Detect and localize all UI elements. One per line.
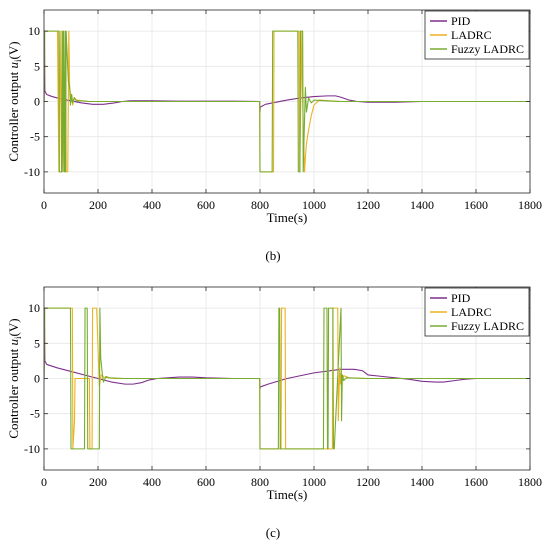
x-tick-label: 1400 bbox=[410, 475, 434, 489]
legend-label: Fuzzy LADRC bbox=[451, 319, 524, 333]
x-tick-label: 600 bbox=[197, 475, 215, 489]
x-tick-label: 0 bbox=[41, 198, 47, 212]
x-tick-label: 800 bbox=[251, 198, 269, 212]
y-axis-label-text: Controller output bbox=[6, 345, 21, 438]
y-axis-label-unit: (V) bbox=[6, 318, 21, 336]
y-tick-label: -10 bbox=[24, 442, 40, 456]
x-tick-label: 600 bbox=[197, 198, 215, 212]
x-tick-label: 800 bbox=[251, 475, 269, 489]
chart-c: 0 200 400 600 800 1000 1200 1400 1600 1800 10 5 0 -5 -… bbox=[6, 286, 542, 540]
y-tick-label: -5 bbox=[30, 130, 40, 144]
legend-label: LADRC bbox=[451, 305, 492, 319]
legend-label: LADRC bbox=[451, 28, 492, 42]
y-tick-label: -5 bbox=[30, 407, 40, 421]
figure-caption: (b) bbox=[265, 248, 280, 263]
x-tick-label: 0 bbox=[41, 475, 47, 489]
y-axis-label: Controller output ui(V) bbox=[6, 318, 23, 438]
legend-label: PID bbox=[451, 291, 471, 305]
y-tick-label: 10 bbox=[28, 24, 40, 38]
figure-caption: (c) bbox=[266, 525, 280, 540]
series-line-fuzzy-ladrc bbox=[44, 307, 530, 450]
x-tick-label: 1200 bbox=[356, 475, 380, 489]
y-axis-label: Controller output ui(V) bbox=[6, 41, 23, 161]
legend-label: PID bbox=[451, 14, 471, 28]
y-axis-label-sub: i bbox=[13, 59, 23, 62]
x-tick-label: 200 bbox=[89, 475, 107, 489]
y-axis-label-unit: (V) bbox=[6, 41, 21, 59]
x-tick-label: 200 bbox=[89, 198, 107, 212]
y-tick-label: 10 bbox=[28, 301, 40, 315]
y-tick-label: 0 bbox=[34, 95, 40, 109]
x-tick-label: 1600 bbox=[464, 475, 488, 489]
y-tick-label: 5 bbox=[34, 59, 40, 73]
x-tick-label: 1600 bbox=[464, 198, 488, 212]
x-tick-label: 1400 bbox=[410, 198, 434, 212]
chart-b: 0 200 400 600 800 1000 1200 1400 1600 1800 10 5 0 -5 -… bbox=[6, 9, 542, 263]
y-axis-label-var: u bbox=[6, 61, 21, 68]
legend-label: Fuzzy LADRC bbox=[451, 42, 524, 56]
x-tick-label: 1200 bbox=[356, 198, 380, 212]
y-axis-label-var: u bbox=[6, 338, 21, 345]
x-tick-label: 1800 bbox=[518, 475, 542, 489]
x-axis-label: Time(s) bbox=[267, 210, 308, 225]
y-tick-label: -10 bbox=[24, 165, 40, 179]
y-axis-label-text: Controller output bbox=[6, 68, 21, 161]
x-tick-label: 1000 bbox=[302, 198, 326, 212]
x-tick-label: 400 bbox=[143, 198, 161, 212]
x-axis-label: Time(s) bbox=[267, 487, 308, 502]
y-tick-label: 5 bbox=[34, 336, 40, 350]
x-tick-label: 1800 bbox=[518, 198, 542, 212]
y-tick-label: 0 bbox=[34, 372, 40, 386]
x-tick-label: 1000 bbox=[302, 475, 326, 489]
y-axis-label-sub: i bbox=[13, 336, 23, 339]
series-line-fuzzy-ladrc bbox=[44, 30, 530, 173]
x-tick-label: 400 bbox=[143, 475, 161, 489]
